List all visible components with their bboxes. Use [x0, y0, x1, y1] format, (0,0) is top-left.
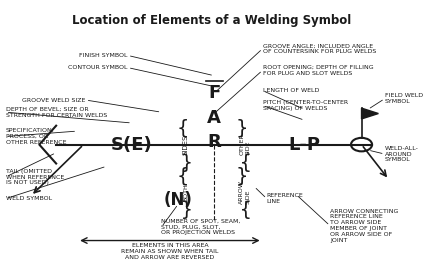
Text: ARROW
SIDE: ARROW SIDE: [239, 180, 250, 204]
Text: GROOVE ANGLE; INCLUDED ANGLE
OF COUNTERSINK FOR PLUG WELDS: GROOVE ANGLE; INCLUDED ANGLE OF COUNTERS…: [263, 43, 376, 54]
Text: R: R: [207, 133, 221, 151]
Text: }: }: [235, 151, 248, 170]
Text: GROOVE WELD SIZE: GROOVE WELD SIZE: [22, 97, 86, 103]
Text: OTHER
SIDE: OTHER SIDE: [239, 134, 250, 156]
Text: DEPTH OF BEVEL; SIZE OR
STRENGTH FOR CERTAIN WELDS: DEPTH OF BEVEL; SIZE OR STRENGTH FOR CER…: [6, 107, 107, 118]
Text: ELEMENTS IN THIS AREA
REMAIN AS SHOWN WHEN TAIL
AND ARROW ARE REVERSED: ELEMENTS IN THIS AREA REMAIN AS SHOWN WH…: [121, 243, 219, 260]
Text: Location of Elements of a Welding Symbol: Location of Elements of a Welding Symbol: [73, 14, 352, 26]
Text: S(E): S(E): [111, 136, 153, 154]
Text: LENGTH OF WELD: LENGTH OF WELD: [263, 88, 319, 93]
Text: FINISH SYMBOL: FINISH SYMBOL: [79, 53, 128, 58]
Text: REFERENCE
LINE: REFERENCE LINE: [267, 193, 304, 204]
Text: {: {: [176, 119, 189, 138]
Text: CONTOUR SYMBOL: CONTOUR SYMBOL: [68, 65, 128, 70]
Text: ROOT OPENING; DEPTH OF FILLING
FOR PLUG AND SLOT WELDS: ROOT OPENING; DEPTH OF FILLING FOR PLUG …: [263, 65, 373, 76]
Text: }: }: [235, 119, 248, 138]
Text: SIDES: SIDES: [183, 134, 189, 155]
Text: {: {: [176, 166, 189, 185]
Text: ARROW CONNECTING
REFERENCE LINE
TO ARROW SIDE
MEMBER OF JOINT
OR ARROW SIDE OF
J: ARROW CONNECTING REFERENCE LINE TO ARROW…: [330, 209, 398, 243]
Text: F: F: [208, 84, 220, 102]
Text: TAIL (OMITTED
WHEN REFERENCE
IS NOT USED): TAIL (OMITTED WHEN REFERENCE IS NOT USED…: [6, 169, 64, 185]
Text: {: {: [176, 151, 189, 170]
Text: {: {: [176, 199, 189, 218]
Text: WELD SYMBOL: WELD SYMBOL: [6, 196, 52, 201]
Text: }: }: [235, 199, 248, 218]
Text: A: A: [207, 109, 221, 127]
Text: SPECIFICATION,
PROCESS, OR
OTHER REFERENCE: SPECIFICATION, PROCESS, OR OTHER REFEREN…: [6, 128, 66, 145]
Text: FIELD WELD
SYMBOL: FIELD WELD SYMBOL: [385, 93, 423, 104]
Text: L-P: L-P: [289, 136, 321, 154]
Text: (N): (N): [164, 191, 193, 209]
Text: WELD-ALL-
AROUND
SYMBOL: WELD-ALL- AROUND SYMBOL: [385, 146, 419, 162]
Text: PITCH (CENTER-TO-CENTER
SPACING) OF WELDS: PITCH (CENTER-TO-CENTER SPACING) OF WELD…: [263, 100, 348, 111]
Text: BOTH: BOTH: [184, 183, 189, 201]
Polygon shape: [362, 108, 378, 119]
Text: }: }: [235, 166, 248, 185]
Text: NUMBER OF SPOT, SEAM,
STUD, PLUG, SLOT,
OR PROJECTION WELDS: NUMBER OF SPOT, SEAM, STUD, PLUG, SLOT, …: [162, 219, 241, 235]
